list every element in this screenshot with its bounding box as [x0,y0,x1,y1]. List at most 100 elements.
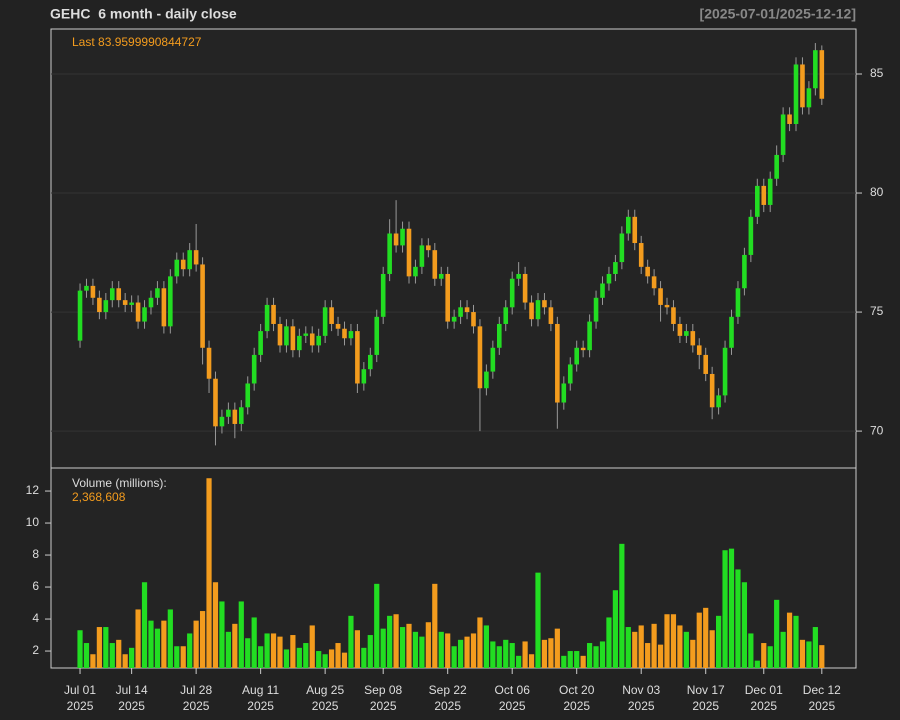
candle-body [355,331,360,384]
candle-body [135,302,141,322]
y-tick-label: 6 [32,579,39,593]
x-tick-label: Jul 01 [64,683,96,697]
volume-bar [180,646,186,668]
x-tick-year: 2025 [247,699,274,713]
candle-body [735,288,741,317]
candle-body [109,288,115,301]
volume-bar [638,625,644,668]
x-tick-year: 2025 [563,699,590,713]
volume-bar [516,655,522,668]
candle-body [226,409,231,417]
volume-bar [316,651,322,668]
volume-bar [464,636,470,668]
x-tick-label: Dec 01 [745,683,783,697]
volume-bar [619,543,625,668]
x-tick-year: 2025 [434,699,461,713]
volume-bar [290,635,296,668]
y-tick-label: 85 [870,66,884,80]
volume-bar [567,651,573,668]
candle-body [632,216,638,244]
volume-bar [322,654,328,668]
candle-body [542,300,547,308]
candle-body [148,297,154,308]
volume-bar [748,633,754,668]
candle-body [548,307,554,324]
volume-bar [393,614,399,668]
candle-body [438,273,444,279]
volume-bar [741,582,748,668]
volume-bar [199,611,206,668]
volume-bar [412,631,419,668]
candle-body [464,307,470,313]
candle-body [155,288,160,298]
y-tick-label: 12 [26,483,40,497]
volume-bar [690,639,696,668]
candle-body [290,326,296,351]
volume-bar [780,631,786,668]
candle-body [322,307,328,336]
candle-body [742,254,747,289]
volume-bar [367,635,373,668]
candle-body [671,307,676,324]
candle-body [471,312,476,327]
candle-body [593,297,599,322]
candle-body [258,331,263,355]
volume-bar [606,617,612,668]
volume-bar [554,628,560,668]
candle-body [716,395,721,408]
volume-bar [561,655,567,668]
candle-body [490,347,496,372]
volume-bar [309,625,315,668]
candle-body [458,307,463,317]
x-tick-year: 2025 [312,699,339,713]
y-tick-label: 2 [32,643,39,657]
x-tick-label: Jul 14 [116,683,148,697]
candle-body [658,288,663,305]
candle-body [813,50,818,89]
x-tick-label: Dec 12 [803,683,841,697]
y-tick-label: 80 [870,185,884,199]
candle-body [348,331,354,339]
candle-body [522,273,528,303]
candle-body [419,245,425,267]
candle-body [800,64,805,108]
volume-bar [593,646,599,668]
candle-body [496,323,502,348]
candle-body [161,288,167,327]
x-tick-label: Nov 17 [687,683,725,697]
y-tick-label: 8 [32,547,39,561]
volume-bar [645,643,651,668]
candle-body [477,326,483,389]
candle-body [84,285,89,291]
candle-body [180,259,186,270]
candle-body [580,347,586,351]
last-price: Last 83.9599990844727 [72,35,202,49]
candle-body [116,288,122,301]
candle-body [709,373,715,408]
volume-bar [625,627,631,668]
volume-bar [77,630,83,668]
volume-bar [219,601,225,668]
candle-body [303,333,309,336]
volume-bar [135,609,141,668]
volume-bar [548,638,554,668]
x-tick-year: 2025 [183,699,210,713]
candle-body [535,300,541,320]
volume-bar [651,623,657,668]
volume-bar [270,633,277,668]
volume-bar [612,590,619,668]
candle-body [90,285,96,298]
x-tick-year: 2025 [67,699,94,713]
volume-bar [432,583,438,668]
candle-body [245,383,251,408]
candle-body [316,335,321,346]
volume-bar [174,646,180,668]
candle-body [232,409,238,424]
volume-bar [728,548,735,668]
candle-body [251,354,257,384]
chart-title: GEHC 6 month - daily close [50,6,237,22]
volume-bar [245,638,251,668]
candle-body [142,307,147,322]
candle-body [193,250,199,265]
volume-bar [793,615,799,668]
